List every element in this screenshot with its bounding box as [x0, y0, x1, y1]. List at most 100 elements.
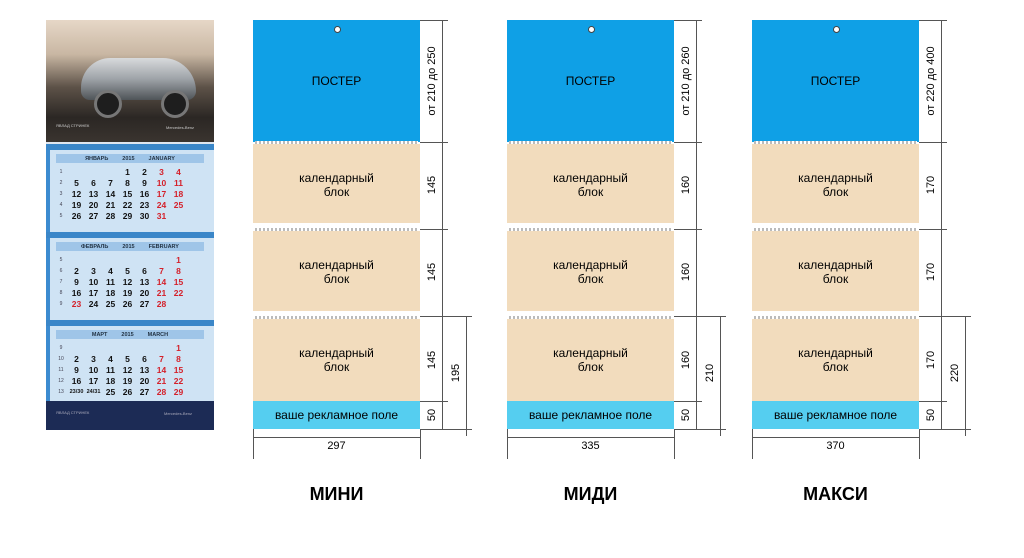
week-row: 11 9 10 11 12 13 14 15	[54, 364, 204, 375]
calendar-block-label: календарный блок	[507, 171, 674, 199]
calendar-block-label: календарный блок	[253, 171, 420, 199]
day-cell: 24/31	[86, 388, 101, 395]
block-height-dim: 145	[426, 350, 438, 370]
dim-tick	[919, 429, 947, 430]
total-bottom-dim: 210	[704, 363, 716, 383]
ad-field	[507, 401, 674, 429]
day-cell: 8	[176, 353, 181, 364]
day-cell: 16	[71, 375, 82, 386]
dim-tick	[674, 20, 702, 21]
week-row: 2 5 6 7 8 9 10 11	[54, 177, 204, 188]
day-cell: 30	[139, 210, 150, 221]
block-height-dim: 145	[426, 175, 438, 195]
day-cell: 3	[91, 265, 96, 276]
week-row: 12 16 17 18 19 20 21 22	[54, 375, 204, 386]
day-cell: 27	[139, 298, 150, 309]
ad-field	[752, 401, 919, 429]
calendar-block-line1: календарный	[553, 346, 628, 360]
month-name-en: FEBRUARY	[148, 243, 179, 250]
block-height-dim: 160	[680, 175, 692, 195]
dim-line	[442, 20, 443, 429]
calendar-block	[507, 144, 674, 223]
day-cell: 14	[105, 188, 116, 199]
day-cell: 28	[156, 386, 167, 397]
calendar-block	[253, 144, 420, 223]
day-cell: 17	[88, 287, 99, 298]
day-cell: 3	[91, 353, 96, 364]
day-cell: 8	[176, 265, 181, 276]
day-cell: 16	[139, 188, 150, 199]
width-dim-tick	[253, 429, 254, 459]
brand-logo-text: Mercedes-Benz	[164, 411, 193, 416]
day-cell: 5	[74, 177, 79, 188]
poster-height-dim: от 210 до 250	[426, 46, 438, 116]
day-cell: 13	[139, 364, 150, 375]
day-cell: 10	[88, 276, 99, 287]
ad-height-dim: 50	[925, 408, 937, 422]
dim-tick	[919, 20, 947, 21]
day-cell: 9	[142, 177, 147, 188]
poster-label: ПОСТЕР	[565, 74, 616, 88]
dim-tick	[919, 316, 947, 317]
dim-line	[941, 20, 942, 429]
week-row: 4 19 20 21 22 23 24 25	[54, 199, 204, 210]
width-dim-tick	[752, 429, 753, 459]
day-cell: 14	[156, 276, 167, 287]
day-cell: 29	[173, 386, 184, 397]
spiral-binding	[509, 228, 672, 233]
dim-tick	[420, 401, 448, 402]
block-height-dim: 170	[925, 175, 937, 195]
calendar-block-line2: блок	[323, 185, 350, 199]
week-number: 5	[59, 212, 63, 219]
day-cell: 7	[159, 265, 164, 276]
day-cell: 23	[139, 199, 150, 210]
day-cell: 20	[139, 287, 150, 298]
calendar-block-line1: календарный	[798, 258, 873, 272]
ad-field-label: ваше рекламное поле	[528, 408, 653, 422]
calendar-block-line2: блок	[822, 185, 849, 199]
spiral-binding	[509, 316, 672, 321]
day-cell: 21	[156, 375, 167, 386]
hanging-hole	[333, 26, 341, 33]
dim-line	[696, 20, 697, 429]
calendar-block-line2: блок	[822, 272, 849, 286]
month-block: МАРТ 2015 MARCH 9 1 10 2 3 4 5 6 7 8 11 9 10 11 12 13 14 15 1…	[46, 326, 214, 408]
day-cell: 2	[74, 265, 79, 276]
hanging-hole	[587, 26, 595, 33]
dim-tick	[702, 316, 726, 317]
day-cell: 22	[173, 287, 184, 298]
dim-tick	[674, 142, 702, 143]
width-dim-tick	[919, 429, 920, 459]
day-cell: 24	[88, 298, 99, 309]
month-side-bar	[46, 326, 50, 408]
week-number: 9	[59, 300, 63, 307]
day-cell: 4	[108, 353, 113, 364]
block-height-dim: 170	[925, 350, 937, 370]
month-strip	[46, 320, 214, 326]
dim-tick	[420, 229, 448, 230]
dim-tick	[919, 401, 947, 402]
day-cell: 1	[176, 254, 181, 265]
calendar-block-label: календарный блок	[253, 258, 420, 286]
day-cell: 17	[156, 188, 167, 199]
calendar-block	[507, 319, 674, 401]
calendar-block-label: календарный блок	[752, 171, 919, 199]
day-cell: 28	[156, 298, 167, 309]
width-dim-line	[752, 437, 919, 438]
week-row: 1 1 2 3 4	[54, 166, 204, 177]
day-cell: 12	[122, 364, 133, 375]
spiral-binding	[754, 141, 917, 146]
poster-area	[752, 20, 919, 142]
calendar-block-line1: календарный	[798, 346, 873, 360]
month-name-en: JANUARY	[148, 155, 175, 162]
day-cell: 18	[105, 375, 116, 386]
month-header: МАРТ 2015 MARCH	[56, 330, 204, 339]
calendar-block-label: календарный блок	[507, 346, 674, 374]
day-cell: 15	[173, 364, 184, 375]
dim-tick	[919, 229, 947, 230]
day-cell: 5	[125, 265, 130, 276]
poster-area	[253, 20, 420, 142]
dim-tick	[448, 429, 472, 430]
day-cell: 24	[156, 199, 167, 210]
